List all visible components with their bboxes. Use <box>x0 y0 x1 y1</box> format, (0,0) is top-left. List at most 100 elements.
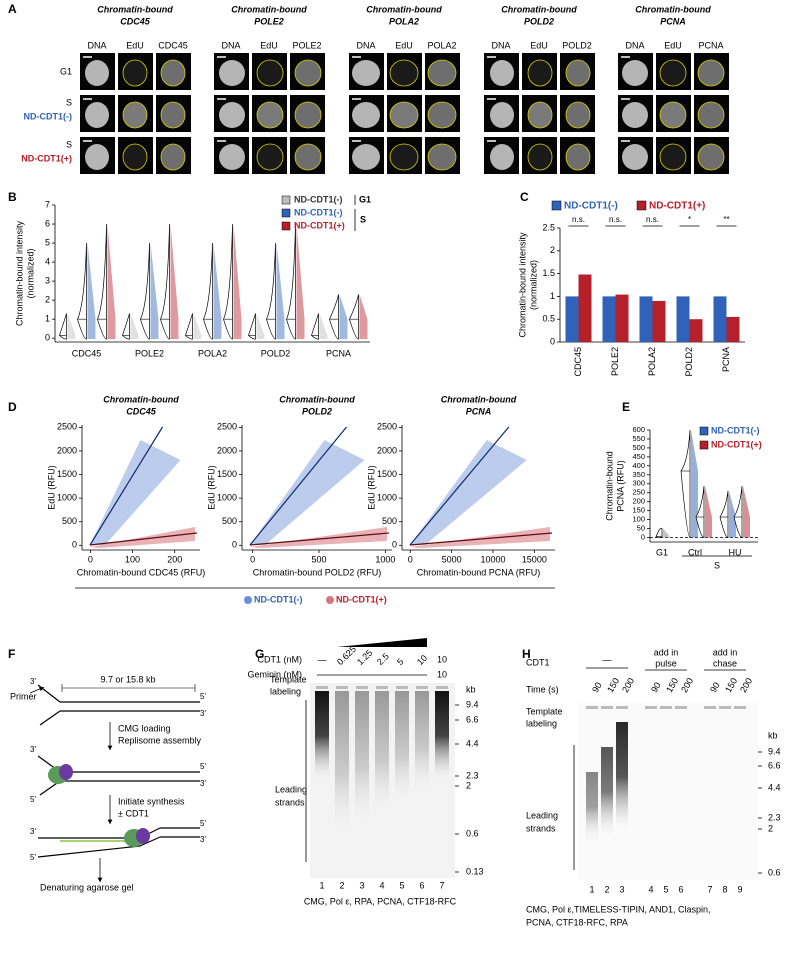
y-tick-label: 1000 <box>57 492 77 502</box>
well <box>660 706 672 709</box>
y-tick-label: 150 <box>632 506 645 515</box>
bar <box>726 316 740 342</box>
strand-end: 3' <box>200 779 206 788</box>
strand <box>39 710 61 726</box>
legend-swatch <box>281 208 291 218</box>
y-axis-label: EdU (RFU) <box>206 465 216 510</box>
point-cloud <box>213 243 222 340</box>
y-tick-label: 200 <box>632 497 645 506</box>
row-label: CDT1 <box>526 657 550 667</box>
bar <box>602 296 616 342</box>
strand-end: 3' <box>30 827 36 836</box>
y-tick-label: 0 <box>232 540 237 550</box>
y-tick-label: 5 <box>45 237 50 247</box>
well <box>356 686 368 689</box>
nucleus <box>659 143 687 171</box>
x-tick-label: POLE2 <box>610 347 620 376</box>
nucleus <box>294 101 322 129</box>
point-cloud <box>150 243 159 340</box>
bar <box>676 296 690 342</box>
point-cloud <box>107 224 116 340</box>
fit-line <box>249 426 347 546</box>
strand-end: 5' <box>30 853 36 862</box>
strand <box>139 836 161 847</box>
fit-line <box>409 532 553 546</box>
legend-label: ND-CDT1(+) <box>336 594 387 604</box>
significance: n.s. <box>609 215 622 224</box>
channel-label: DNA <box>625 40 644 50</box>
nucleus <box>697 59 725 87</box>
strand-end: 5' <box>200 762 206 771</box>
channel-label: EdU <box>395 40 413 50</box>
lane-number: 3 <box>619 884 624 894</box>
point-cloud <box>410 527 550 548</box>
nucleus <box>622 102 648 128</box>
kb-label: kb <box>768 730 778 740</box>
caption: PCNA, CTF18-RFC, RPA <box>526 917 628 927</box>
legend-swatch <box>699 440 709 450</box>
point-cloud <box>705 486 712 538</box>
x-tick-label: G1 <box>656 547 668 557</box>
channel-label: DNA <box>221 40 240 50</box>
y-tick-label: 3 <box>45 275 50 285</box>
plot-title: Chromatin-bound <box>279 394 355 404</box>
point-cloud <box>90 440 181 545</box>
violin-half <box>97 224 107 340</box>
band-label: strands <box>526 823 556 833</box>
legend-label: ND-CDT1(-) <box>294 207 343 217</box>
nucleus <box>697 101 725 129</box>
violin-half <box>140 243 150 340</box>
y-axis-label: (normalized) <box>25 248 35 298</box>
condition: 1.25 <box>355 648 374 667</box>
significance: * <box>688 215 691 224</box>
violin-half <box>349 294 359 340</box>
y-tick-label: 600 <box>632 425 645 434</box>
well <box>336 686 348 689</box>
legend-group: G1 <box>359 194 371 204</box>
condition: 0.625 <box>335 644 358 667</box>
well <box>675 706 687 709</box>
nucleus <box>659 59 687 87</box>
micrograph-title: Chromatin-bound <box>635 4 711 14</box>
nucleus <box>389 143 419 171</box>
x-tick-label: PCNA <box>326 348 351 358</box>
channel-label: EdU <box>126 40 144 50</box>
condition: 2.5 <box>375 651 391 667</box>
nucleus <box>160 143 186 171</box>
row-label: S <box>66 97 72 107</box>
panel-letter: G <box>255 647 264 661</box>
y-tick-label: 2500 <box>377 422 397 432</box>
channel-label: POLA2 <box>427 40 456 50</box>
marker-label: 9.4 <box>466 699 479 709</box>
row-label: Time (s) <box>526 684 559 694</box>
channel-label: PCNA <box>698 40 723 50</box>
legend-label: ND-CDT1(+) <box>649 201 705 212</box>
micrograph-title: Chromatin-bound <box>97 4 173 14</box>
y-tick-label: 2500 <box>217 422 237 432</box>
y-tick-label: 0 <box>392 540 397 550</box>
nucleus <box>622 60 648 86</box>
strand-end: 5' <box>30 795 36 804</box>
nucleus <box>490 102 514 128</box>
point-cloud <box>193 313 202 340</box>
legend-label: ND-CDT1(-) <box>564 201 618 212</box>
nucleus <box>294 59 322 87</box>
y-tick-label: 1500 <box>217 469 237 479</box>
legend-label: ND-CDT1(-) <box>711 425 760 435</box>
y-axis-label: EdU (RFU) <box>366 465 376 510</box>
y-tick-label: 500 <box>222 516 237 526</box>
x-tick-label: HU <box>729 547 742 557</box>
plot-title: PCNA <box>466 406 492 416</box>
time: 200 <box>738 676 754 694</box>
violin-half <box>680 429 691 538</box>
legend-label: ND-CDT1(-) <box>294 194 343 204</box>
band-label: Leading <box>275 784 307 794</box>
smear <box>375 691 389 811</box>
nucleus <box>490 144 514 170</box>
readout-label: Denaturing agarose gel <box>40 882 134 892</box>
band-label: labeling <box>526 718 557 728</box>
well <box>645 706 657 709</box>
condition: 10 <box>437 669 447 679</box>
nucleus <box>352 60 380 86</box>
group-label: S <box>714 560 720 570</box>
